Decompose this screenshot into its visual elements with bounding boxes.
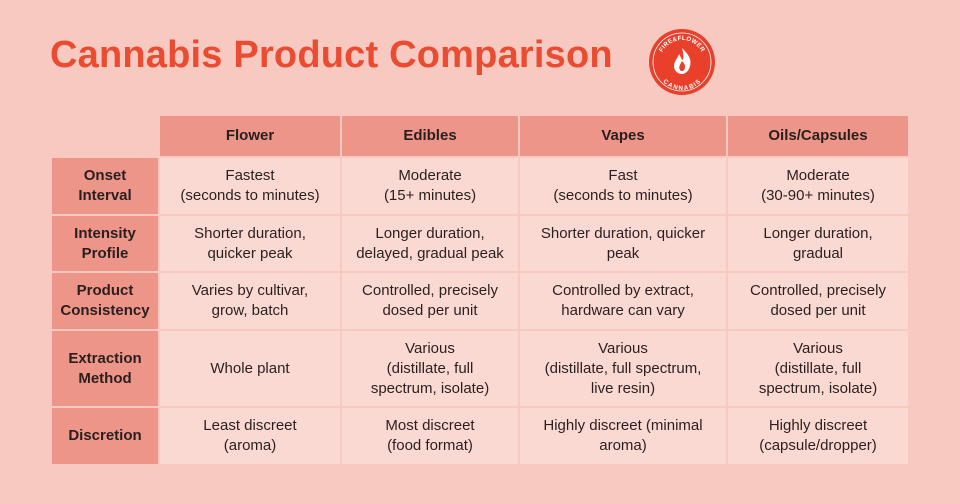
row-header-product-consistency: Product Consistency	[50, 271, 160, 331]
cell-extraction-oils: Various (distillate, full spectrum, isolat…	[726, 329, 910, 408]
row-header-onset-interval: Onset Interval	[50, 156, 160, 216]
row-header-extraction-method: Extraction Method	[50, 329, 160, 408]
cell-consistency-flower: Varies by cultivar, grow, batch	[158, 271, 342, 331]
fire-and-flower-logo: FIRE&FLOWER CANNABIS	[649, 29, 715, 95]
cell-onset-oils: Moderate (30-90+ minutes)	[726, 156, 910, 216]
flame-icon	[674, 48, 691, 74]
table-row-onset-interval: Onset Interval Fastest (seconds to minutes…	[50, 156, 910, 216]
cell-extraction-edibles: Various (distillate, full spectrum, isolat…	[340, 329, 520, 408]
page-title: Cannabis Product Comparison	[50, 34, 613, 76]
cell-consistency-oils: Controlled, precisely dosed per unit	[726, 271, 910, 331]
table-row-intensity-profile: Intensity Profile Shorter duration, quicke…	[50, 214, 910, 273]
cell-extraction-flower: Whole plant	[158, 329, 342, 408]
cell-intensity-flower: Shorter duration, quicker peak	[158, 214, 342, 273]
cell-intensity-oils: Longer duration, gradual	[726, 214, 910, 273]
column-header-edibles: Edibles	[340, 114, 520, 158]
cell-onset-vapes: Fast (seconds to minutes)	[518, 156, 728, 216]
cell-discretion-flower: Least discreet (aroma)	[158, 406, 342, 466]
cell-extraction-vapes: Various (distillate, full spectrum, live r…	[518, 329, 728, 408]
column-header-vapes: Vapes	[518, 114, 728, 158]
cell-onset-flower: Fastest (seconds to minutes)	[158, 156, 342, 216]
column-header-oils-capsules: Oils/Capsules	[726, 114, 910, 158]
table-row-discretion: Discretion Least discreet (aroma) Most di…	[50, 406, 910, 466]
cell-onset-edibles: Moderate (15+ minutes)	[340, 156, 520, 216]
table-corner	[50, 114, 160, 158]
cell-consistency-vapes: Controlled by extract, hardware can vary	[518, 271, 728, 331]
table-row-extraction-method: Extraction Method Whole plant Various (dis…	[50, 329, 910, 408]
cell-consistency-edibles: Controlled, precisely dosed per unit	[340, 271, 520, 331]
row-header-intensity-profile: Intensity Profile	[50, 214, 160, 273]
cell-discretion-oils: Highly discreet (capsule/dropper)	[726, 406, 910, 466]
cell-discretion-vapes: Highly discreet (minimal aroma)	[518, 406, 728, 466]
cell-intensity-edibles: Longer duration, delayed, gradual peak	[340, 214, 520, 273]
comparison-table: Flower Edibles Vapes Oils/Capsules Onset…	[50, 114, 910, 466]
table-row-product-consistency: Product Consistency Varies by cultivar, gr…	[50, 271, 910, 331]
row-header-discretion: Discretion	[50, 406, 160, 466]
cell-discretion-edibles: Most discreet (food format)	[340, 406, 520, 466]
cell-intensity-vapes: Shorter duration, quicker peak	[518, 214, 728, 273]
column-header-flower: Flower	[158, 114, 342, 158]
